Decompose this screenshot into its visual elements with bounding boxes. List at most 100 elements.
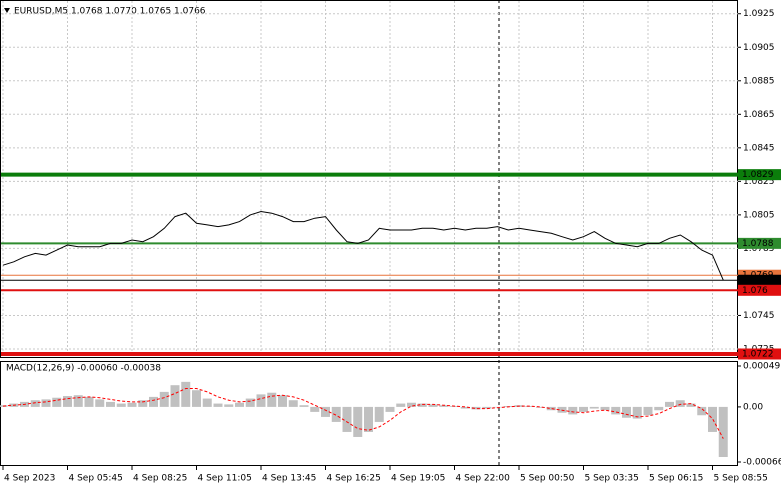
macd-bar [159, 391, 169, 407]
macd-bar [654, 406, 664, 411]
macd-bar [536, 406, 545, 408]
macd-bar [471, 406, 481, 410]
x-tick-label: 5 Sep 03:35 [585, 474, 639, 484]
macd-bar [138, 400, 148, 407]
macd-bar [342, 406, 352, 432]
signal-line [2, 388, 724, 439]
x-tick-label: 4 Sep 11:05 [198, 474, 252, 484]
x-tick-label: 4 Sep 19:05 [391, 474, 445, 484]
macd-bar [84, 396, 94, 407]
macd-bar [106, 401, 115, 407]
macd-bar [288, 400, 298, 407]
macd-bar [589, 406, 599, 409]
x-tick-label: 5 Sep 08:55 [714, 474, 768, 484]
y-tick-label: -0.00066 [743, 458, 781, 468]
macd-bar [493, 406, 502, 408]
macd-bar [213, 403, 223, 407]
macd-bar [568, 406, 578, 415]
macd-bar [73, 395, 83, 407]
macd-bar [632, 406, 642, 419]
macd-bar [385, 406, 395, 412]
macd-bar [417, 403, 427, 407]
level-label: 1.076 [742, 286, 768, 296]
macd-bar [718, 406, 728, 457]
main-pane [0, 0, 738, 358]
macd-bar [460, 406, 470, 409]
macd-bar [278, 395, 287, 407]
macd-bar [321, 406, 330, 417]
level-label-box [738, 237, 781, 249]
macd-bar [224, 404, 234, 407]
macd-bar [396, 403, 406, 407]
x-tick-label: 4 Sep 08:25 [133, 474, 187, 484]
y-tick-label: 1.0845 [743, 143, 775, 153]
x-tick-label: 4 Sep 16:25 [327, 474, 381, 484]
level-label: 1.0788 [742, 239, 774, 249]
y-tick-label: 1.0885 [743, 76, 775, 86]
macd-bar [686, 403, 696, 407]
macd-bar [267, 392, 277, 407]
macd-bar [41, 399, 51, 407]
macd-bar [192, 390, 201, 407]
y-tick-label: 1.0865 [743, 110, 775, 120]
macd-bar [697, 406, 707, 416]
macd-bar [407, 402, 416, 407]
macd-title: MACD(12,26,9) -0.00060 -0.00038 [6, 364, 161, 374]
macd-bar [245, 398, 255, 407]
macd-bar [600, 406, 610, 411]
level-label: 1.0829 [742, 170, 774, 180]
level-label-box [738, 348, 781, 360]
level-label-box [738, 274, 781, 286]
price-line [2, 210, 724, 281]
macd-bar [30, 400, 40, 407]
macd-bar [353, 406, 363, 437]
level-label-box [738, 284, 781, 296]
macd-bar [235, 402, 244, 407]
x-tick-label: 4 Sep 2023 [4, 474, 55, 484]
macd-bar [299, 405, 309, 407]
y-tick-label: 1.0745 [743, 311, 775, 321]
macd-bar [364, 406, 373, 432]
y-tick-label: 1.0825 [743, 177, 775, 187]
macd-bar [149, 396, 158, 407]
x-tick-label: 4 Sep 13:45 [262, 474, 316, 484]
y-tick-label: 1.0905 [743, 43, 775, 53]
macd-bar [310, 406, 320, 412]
chart-title: EURUSD,M5 1.0768 1.0770 1.0765 1.0766 [14, 7, 206, 17]
macd-bar [675, 400, 685, 407]
level-label: 1.0722 [742, 350, 774, 360]
macd-bar [643, 406, 653, 416]
macd-bar [579, 406, 588, 412]
y-tick-label: 1.0925 [743, 9, 775, 19]
macd-bar [116, 403, 126, 407]
x-tick-label: 5 Sep 00:50 [520, 474, 575, 484]
menu-icon [4, 8, 10, 13]
macd-bar [63, 396, 72, 407]
x-tick-label: 5 Sep 06:15 [649, 474, 703, 484]
x-tick-label: 4 Sep 05:45 [69, 474, 123, 484]
macd-bar [127, 402, 137, 407]
y-tick-label: 0.00049 [743, 362, 780, 372]
macd-bar [95, 399, 105, 407]
macd-bar [482, 406, 492, 409]
macd-bar [331, 406, 341, 422]
macd-bar [256, 394, 266, 407]
macd-bar [622, 406, 631, 418]
macd-bar [428, 404, 438, 407]
macd-bar [374, 406, 384, 422]
level-label-box [738, 169, 781, 181]
macd-bar [546, 406, 556, 411]
y-tick-label: 1.0785 [743, 244, 775, 254]
level-label: 1.0766 [742, 276, 774, 286]
macd-bar [202, 398, 212, 407]
macd-bar [181, 381, 191, 407]
x-tick-label: 4 Sep 22:00 [456, 474, 511, 484]
macd-bar [170, 385, 180, 407]
y-tick-label: 0.00 [743, 402, 763, 412]
macd-bar [665, 401, 674, 407]
macd-bar [52, 397, 62, 407]
y-tick-label: 1.0805 [743, 210, 775, 220]
macd-bar [611, 406, 621, 415]
